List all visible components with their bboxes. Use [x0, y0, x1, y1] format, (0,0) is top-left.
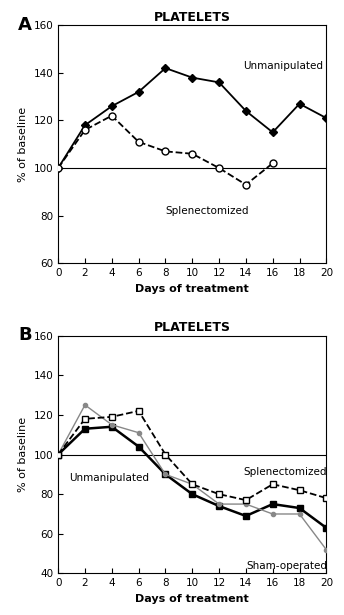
- Text: Splenectomized: Splenectomized: [165, 206, 249, 216]
- Y-axis label: % of baseline: % of baseline: [18, 106, 28, 182]
- Title: PLATELETS: PLATELETS: [154, 11, 231, 24]
- Y-axis label: % of baseline: % of baseline: [18, 417, 28, 492]
- Text: B: B: [18, 326, 32, 344]
- Text: Splenectomized: Splenectomized: [243, 467, 327, 477]
- X-axis label: Days of treatment: Days of treatment: [136, 594, 249, 604]
- Text: Unmanipulated: Unmanipulated: [69, 474, 149, 483]
- Title: PLATELETS: PLATELETS: [154, 322, 231, 335]
- Text: Unmanipulated: Unmanipulated: [243, 61, 323, 71]
- Text: A: A: [18, 16, 32, 34]
- X-axis label: Days of treatment: Days of treatment: [136, 284, 249, 293]
- Text: Sham-operated: Sham-operated: [246, 560, 327, 571]
